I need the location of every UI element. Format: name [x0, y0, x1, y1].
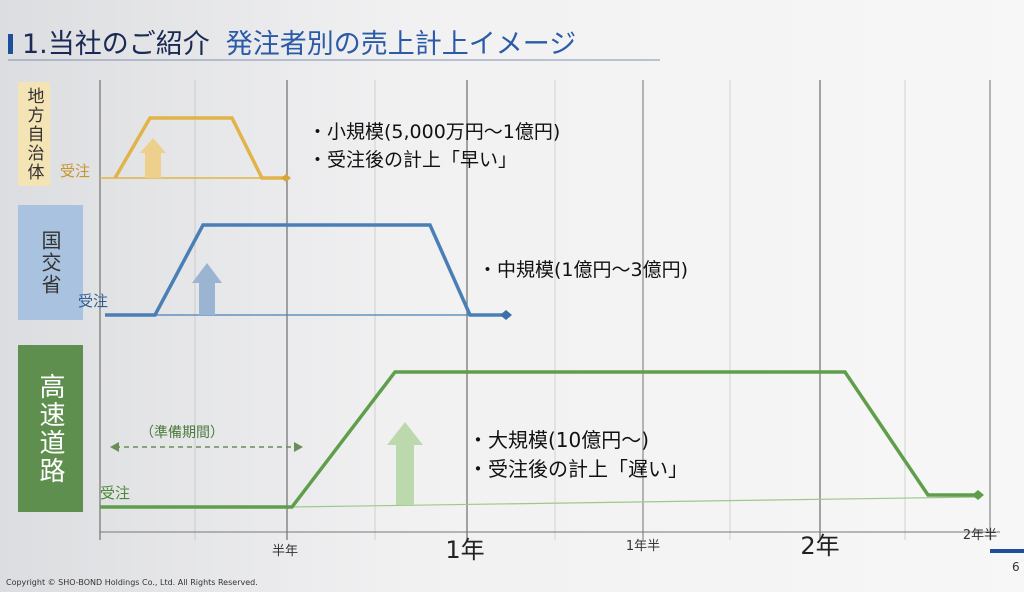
order-arrow: [387, 422, 423, 505]
note-group: ・中規模(1億円～3億円): [478, 256, 688, 284]
revenue-curve: [113, 116, 285, 180]
revenue-curve: [105, 223, 505, 317]
row-label: 地方自治体: [18, 82, 50, 186]
order-label: 受注: [60, 162, 91, 180]
note-group: ・小規模(5,000万円～1億円) ・受注後の計上「早い」: [308, 118, 560, 174]
accent-bar: [990, 549, 1024, 553]
prep-label: （準備期間）: [140, 425, 224, 441]
end-marker: [281, 174, 291, 182]
slide-title: 1.当社のご紹介 発注者別の売上計上イメージ: [22, 22, 576, 61]
order-arrow: [192, 263, 222, 315]
note: ・受注後の計上「遅い」: [468, 457, 688, 481]
title: 1.当社のご紹介: [22, 29, 210, 60]
note: ・小規模(5,000万円～1億円): [308, 121, 561, 143]
copyright: Copyright © SHO-BOND Holdings Co., Ltd. …: [6, 578, 258, 587]
end-marker: [500, 310, 512, 320]
revenue-curve: [100, 370, 976, 509]
subtitle: 発注者別の売上計上イメージ: [225, 29, 577, 60]
end-marker: [972, 490, 984, 500]
baseline: [289, 496, 981, 508]
note: ・中規模(1億円～3億円): [478, 259, 689, 281]
prep-arrow-head: [294, 442, 303, 452]
note-group: ・大規模(10億円～) ・受注後の計上「遅い」: [468, 426, 688, 484]
note: ・受注後の計上「早い」: [308, 149, 518, 171]
time-label: 半年: [271, 544, 299, 559]
row-label: 国交省: [18, 205, 83, 320]
time-label: 2年半: [962, 528, 998, 543]
time-label: 1年半: [625, 539, 661, 554]
row-label: 高速道路: [18, 345, 83, 512]
note: ・大規模(10億円～): [468, 428, 650, 452]
order-arrow: [140, 138, 166, 178]
order-label: 受注: [100, 484, 131, 502]
order-label: 受注: [78, 292, 109, 310]
time-label: 1年: [445, 536, 485, 564]
page-number: 6: [1012, 560, 1020, 574]
title-bar: [8, 34, 13, 54]
time-label: 2年: [800, 532, 840, 560]
prep-arrow-head: [110, 442, 119, 452]
